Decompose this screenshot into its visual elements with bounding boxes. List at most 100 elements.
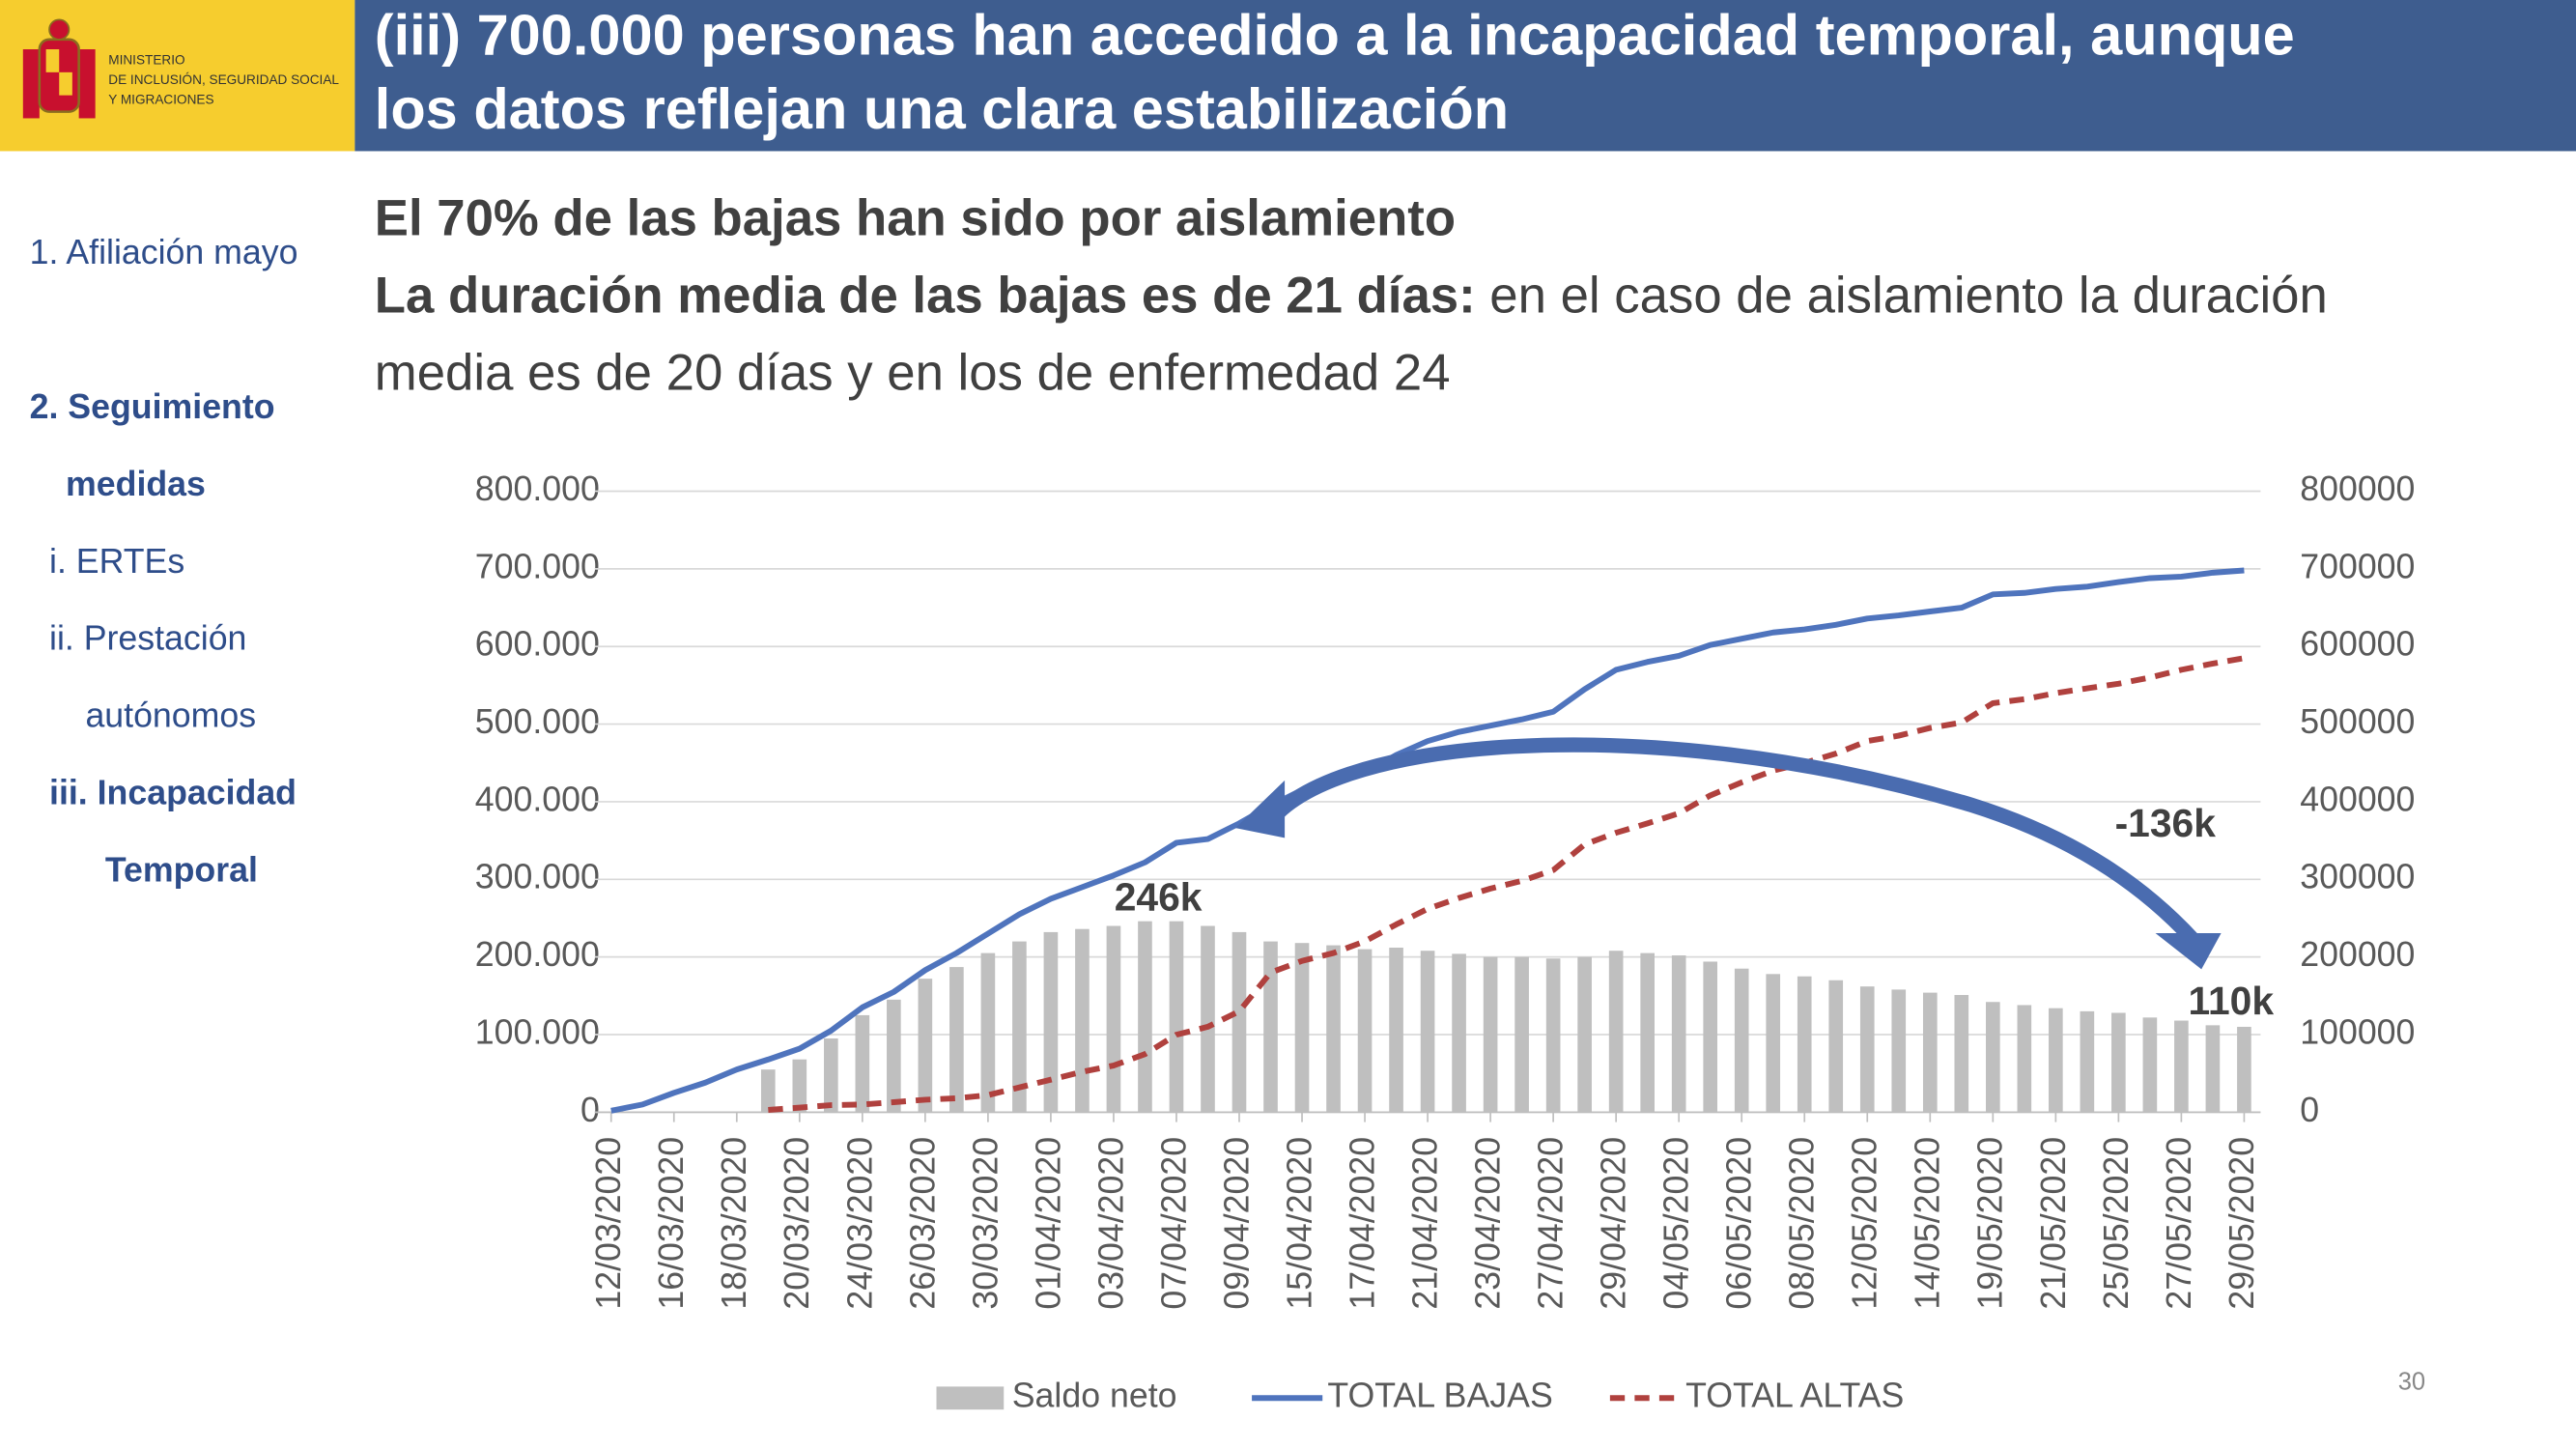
subheading-text: media es de 20 días y en los de enfermed… [375,344,1451,401]
x-tick-label: 20/03/2020 [778,1137,816,1310]
y-tick-label: 0 [580,1091,600,1129]
nav-item[interactable]: medidas [66,465,206,503]
bar [1231,931,1247,1113]
y-tick-label: 500.000 [475,702,600,741]
y-tick-label: 700.000 [475,547,600,585]
x-tick-label: 29/05/2020 [2222,1137,2261,1310]
bar [1954,995,1969,1113]
bar [792,1059,807,1113]
legend-label: TOTAL BAJAS [1327,1377,1552,1415]
y2-tick-label: 300000 [2300,858,2415,896]
y-tick-label: 400.000 [475,780,600,818]
bar [1859,986,1875,1113]
bar [2174,1020,2189,1113]
bar [1357,949,1373,1113]
y-tick-label: 600.000 [475,625,600,664]
subheading-bold: La duración media de las bajas es de 21 … [375,267,1476,324]
x-tick-label: 03/04/2020 [1091,1137,1130,1310]
bar [2049,1008,2063,1113]
y-tick-label: 800.000 [475,469,600,508]
y-tick-label: 100.000 [475,1012,600,1051]
bar [1483,956,1498,1113]
bar [918,979,933,1113]
annotation: 110k [2189,979,2275,1023]
bar [1640,952,1655,1113]
nav-item[interactable]: iii. Incapacidad [49,774,297,812]
x-tick-label: 18/03/2020 [715,1137,753,1310]
logo-text: DE INCLUSIÓN, SEGURIDAD SOCIAL [108,72,339,87]
bar [1106,925,1121,1113]
arrow-head [1235,780,2222,970]
bar [1263,941,1278,1113]
bar [1922,992,1938,1113]
nav-item[interactable]: 1. Afiliación mayo [30,233,298,271]
bar [1201,925,1215,1113]
legend-swatch [936,1386,1005,1410]
bar [2080,1010,2095,1113]
title-band [354,0,2576,152]
bar [1169,921,1184,1113]
nav-item[interactable]: 2. Seguimiento [30,387,275,426]
heading: El 70% de las bajas han sido por aislami… [375,190,1456,247]
slide-title: (iii) 700.000 personas han accedido a la… [375,3,2295,68]
legend-label: TOTAL ALTAS [1685,1377,1904,1415]
x-tick-label: 27/04/2020 [1532,1137,1571,1310]
bar [1734,968,1749,1113]
x-tick-label: 16/03/2020 [652,1137,691,1310]
nav-item[interactable]: Temporal [105,851,258,890]
x-tick-label: 12/05/2020 [1846,1137,1884,1310]
nav-item[interactable]: ii. Prestación [49,619,246,658]
bar [1797,976,1812,1113]
x-tick-label: 27/05/2020 [2160,1137,2198,1310]
subheading: La duración media de las bajas es de 21 … [375,267,2328,324]
x-tick-label: 12/03/2020 [589,1137,628,1310]
logo-text: MINISTERIO [108,53,184,68]
nav-item[interactable]: autónomos [85,696,256,735]
bar [887,999,901,1113]
line [768,655,2245,1113]
x-tick-label: 23/04/2020 [1469,1137,1508,1310]
x-tick-label: 04/05/2020 [1657,1137,1696,1310]
annotation: -136k [2115,801,2217,845]
bar [2237,1026,2251,1113]
x-tick-label: 24/03/2020 [840,1137,879,1310]
bar [1043,931,1059,1113]
bar [2111,1012,2126,1113]
bar [1828,980,1844,1113]
bar [2205,1025,2221,1113]
bar [1514,956,1529,1113]
annotation: 246k [1115,875,1203,920]
x-tick-label: 14/05/2020 [1909,1137,1947,1310]
bar [824,1038,838,1113]
x-tick-label: 25/05/2020 [2097,1137,2136,1310]
y2-tick-label: 600000 [2300,625,2415,664]
bar [980,952,996,1113]
y-tick-label: 300.000 [475,858,600,896]
nav-item[interactable]: i. ERTEs [49,542,184,581]
bar [1608,951,1624,1113]
x-tick-label: 06/05/2020 [1720,1137,1759,1310]
bar [1766,974,1781,1113]
x-tick-label: 09/04/2020 [1217,1137,1256,1310]
bar [1075,928,1090,1113]
x-tick-label: 30/03/2020 [966,1137,1005,1310]
subheading-text: en el caso de aislamiento la duración [1476,267,2328,324]
x-tick-label: 19/05/2020 [1971,1137,2010,1310]
y2-tick-label: 0 [2300,1091,2319,1129]
x-tick-label: 17/04/2020 [1343,1137,1381,1310]
bar [2017,1005,2032,1113]
x-tick-label: 01/04/2020 [1029,1137,1067,1310]
bar [1389,948,1403,1113]
bar [1326,945,1341,1113]
bar [1420,951,1435,1113]
bar [760,1069,776,1113]
chart: 0 100.000 200.000 300.000 400.000 500.000 600.… [475,469,2416,1415]
bar [949,967,964,1113]
bar [2142,1017,2158,1113]
x-tick-label: 15/04/2020 [1280,1137,1318,1310]
bar [1577,956,1592,1113]
x-tick-label: 26/03/2020 [903,1137,942,1310]
y2-tick-label: 400000 [2300,780,2415,818]
